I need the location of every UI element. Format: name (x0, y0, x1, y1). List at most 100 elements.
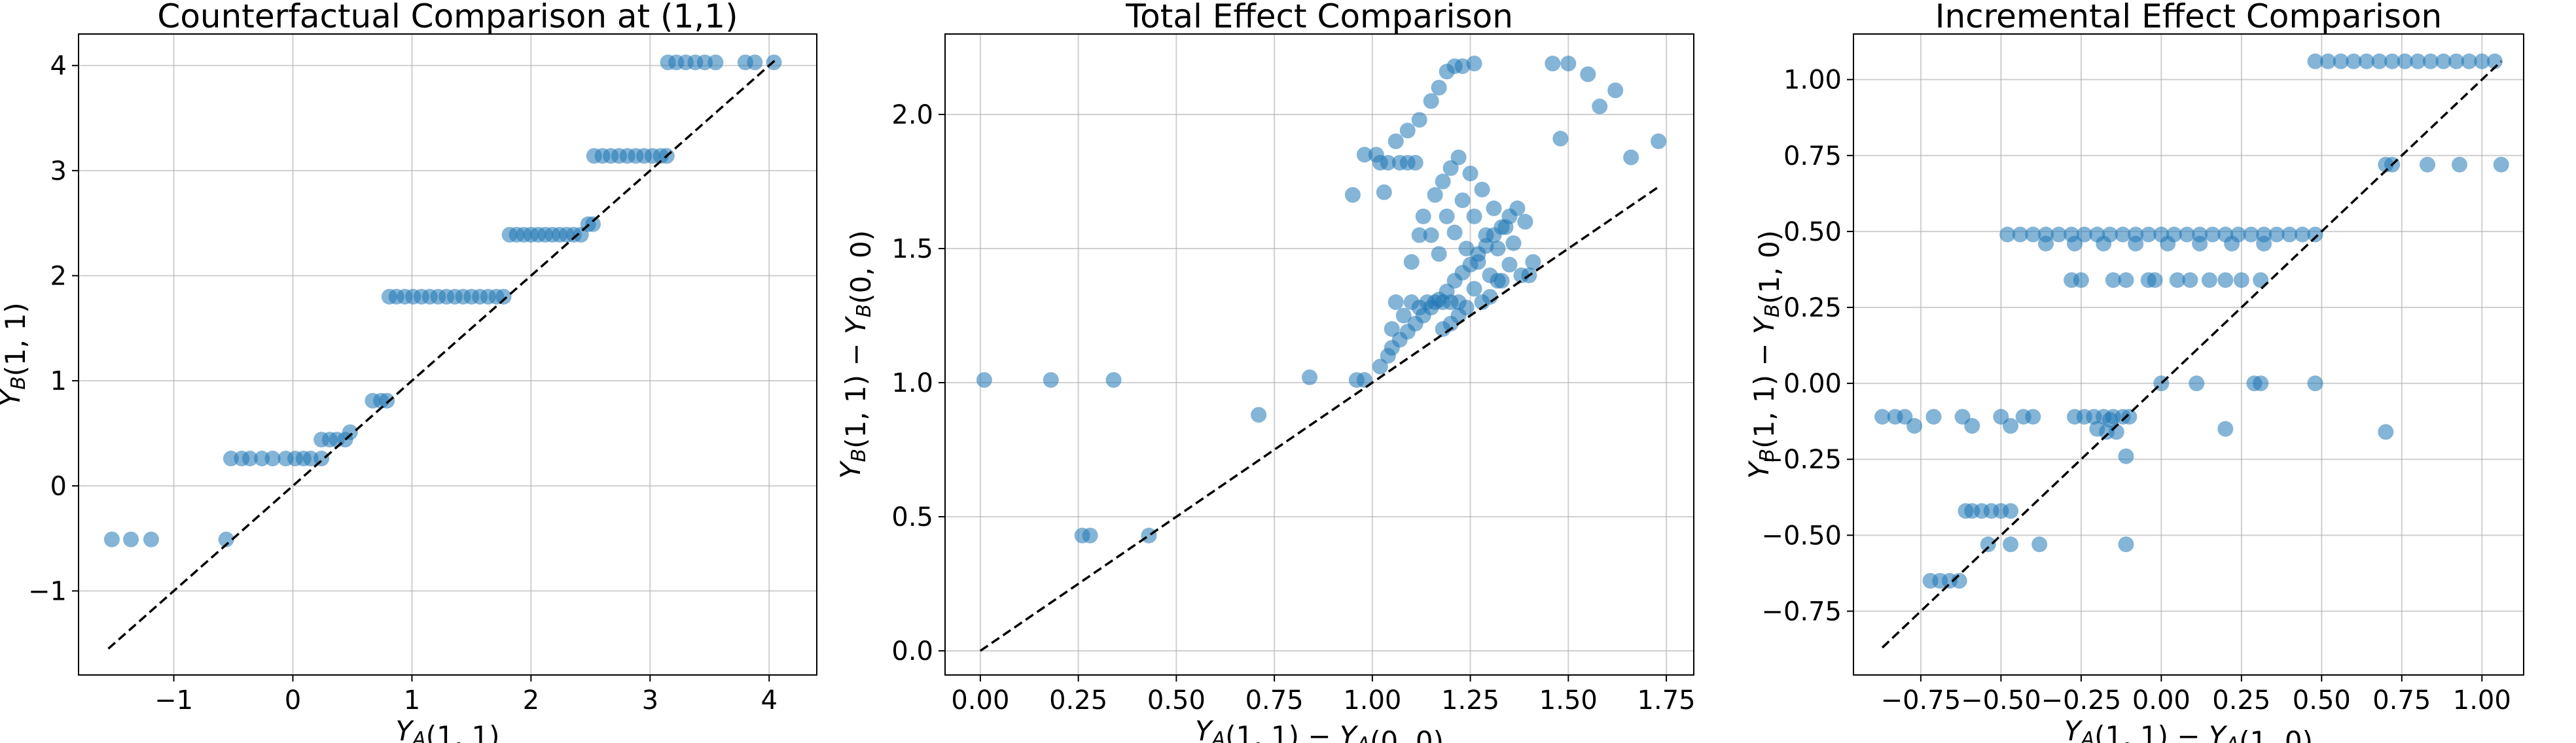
data-point (1580, 66, 1596, 82)
data-point (2410, 53, 2426, 69)
data-point (1395, 307, 1412, 324)
axes-frame (78, 33, 817, 676)
data-point (2307, 53, 2323, 69)
data-point (2003, 503, 2019, 519)
axes-frame (1853, 33, 2524, 676)
reference-line (1881, 60, 2502, 649)
data-point (1651, 133, 1667, 150)
data-point (2474, 53, 2490, 69)
data-point (2105, 272, 2121, 288)
data-point (379, 392, 395, 409)
data-point (241, 451, 258, 467)
data-point (2243, 226, 2259, 243)
data-point (1458, 241, 1475, 257)
data-point (2201, 272, 2217, 288)
data-point (2268, 226, 2285, 243)
data-point (1466, 281, 1482, 297)
reference-line (979, 186, 1660, 652)
data-point (1399, 122, 1416, 139)
data-point (2073, 272, 2089, 288)
data-point (1607, 82, 1624, 99)
y-tick-label: 1.00 (1783, 65, 1842, 95)
data-point (1105, 372, 1122, 388)
chart-title: Incremental Effect Comparison (1935, 0, 2442, 35)
data-point (1411, 112, 1427, 128)
data-point (264, 451, 281, 467)
data-point (1407, 154, 1423, 171)
y-tick-label: 1.5 (891, 234, 933, 264)
data-point (2448, 53, 2465, 69)
data-point (976, 372, 992, 388)
y-tick-label: 0.50 (1783, 217, 1842, 247)
data-point (2384, 53, 2401, 69)
x-tick-label: 0.50 (2293, 685, 2351, 716)
y-tick-label: 0.25 (1783, 293, 1842, 323)
data-point (2003, 418, 2019, 434)
data-point (1431, 80, 1447, 96)
data-point (2169, 272, 2185, 288)
y-tick-label: 0.5 (891, 502, 933, 532)
y-tick-label: 0.75 (1783, 141, 1842, 171)
data-point (1435, 173, 1451, 190)
data-point (2121, 409, 2138, 425)
data-point (2346, 53, 2362, 69)
data-point (218, 531, 234, 547)
data-point (1490, 241, 1506, 257)
data-point (1560, 56, 1577, 72)
data-point (2160, 235, 2176, 252)
data-point (1423, 227, 1439, 243)
data-point (1497, 219, 1514, 235)
y-tick-label: −1 (28, 576, 67, 606)
data-point (2192, 235, 2208, 252)
data-point (2003, 536, 2019, 553)
data-point (2037, 235, 2054, 252)
data-point (1466, 208, 1482, 224)
data-point (2371, 53, 2388, 69)
data-point (1470, 254, 1486, 270)
data-point (2435, 53, 2452, 69)
data-point (1623, 149, 1639, 165)
data-point (2189, 375, 2205, 392)
data-point (1302, 369, 1318, 385)
data-point (1545, 56, 1561, 72)
data-point (342, 424, 358, 440)
x-tick-label: 1.50 (1539, 685, 1598, 716)
x-tick-label: −0.50 (1961, 685, 2041, 716)
data-point (1423, 93, 1439, 109)
data-point (1592, 98, 1608, 114)
data-point (2358, 53, 2374, 69)
data-point (2012, 226, 2028, 243)
data-point (1964, 418, 1980, 434)
data-point (1486, 200, 1502, 216)
data-point (1874, 409, 1891, 425)
data-point (2294, 226, 2310, 243)
chart-title: Total Effect Comparison (1125, 0, 1513, 35)
data-point (2102, 411, 2118, 428)
data-point (2253, 375, 2269, 392)
data-point (1454, 192, 1471, 209)
data-point (143, 531, 159, 547)
data-point (1384, 321, 1400, 337)
data-point (1387, 133, 1404, 150)
data-point (1251, 407, 1267, 423)
subplot-1: −1 0 1 2 3 4 −1 0 1 2 3 4 Counterfactual Comparison … (0, 0, 817, 743)
data-point (2461, 53, 2477, 69)
subplot-2: 0.00 0.25 0.50 0.75 1.00 1.25 1.50 1.75 0.0 0.5 1.… (834, 0, 1696, 743)
x-tick-label: 0 (285, 685, 301, 716)
x-tick-label: 1.75 (1637, 685, 1696, 716)
data-point (2118, 272, 2134, 288)
data-point (1450, 149, 1467, 165)
data-point (1356, 372, 1372, 388)
data-point (2422, 53, 2439, 69)
data-point (2067, 235, 2083, 252)
x-tick-label: 0.00 (2132, 685, 2191, 716)
data-point (2140, 226, 2156, 243)
data-point (1466, 56, 1482, 72)
x-tick-label: 2 (523, 685, 539, 716)
data-point (2233, 272, 2249, 288)
data-point (2031, 536, 2048, 553)
data-point (2118, 448, 2134, 464)
data-point (1505, 235, 1522, 251)
data-point (1427, 187, 1443, 203)
data-point (2128, 235, 2144, 252)
